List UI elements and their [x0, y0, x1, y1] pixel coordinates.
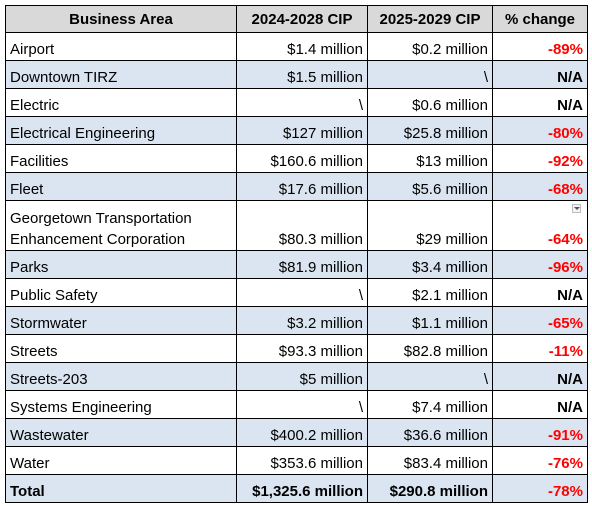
cell-pct-change: -80%	[492, 116, 588, 145]
header-cip-2025-2029: 2025-2029 CIP	[367, 5, 493, 33]
cell-business-area: Downtown TIRZ	[5, 60, 237, 89]
cell-cip-2024-2028: $5 million	[236, 362, 368, 391]
cell-cip-2025-2029: $36.6 million	[367, 418, 493, 447]
cell-cip-2025-2029: $290.8 million	[367, 474, 493, 503]
header-pct-change: % change	[492, 5, 588, 33]
cell-cip-2025-2029: \	[367, 60, 493, 89]
table-row: Stormwater $3.2 million $1.1 million -65%	[5, 306, 588, 335]
cell-cip-2024-2028: $17.6 million	[236, 172, 368, 201]
cell-cip-2024-2028: $160.6 million	[236, 144, 368, 173]
cell-pct-change: -89%	[492, 32, 588, 61]
cell-cip-2024-2028: \	[236, 390, 368, 419]
cell-cip-2025-2029: $25.8 million	[367, 116, 493, 145]
table-row: Electric \ $0.6 million N/A	[5, 88, 588, 117]
cell-cip-2024-2028: $400.2 million	[236, 418, 368, 447]
table-row: Public Safety \ $2.1 million N/A	[5, 278, 588, 307]
table-row: Streets-203 $5 million \ N/A	[5, 362, 588, 391]
cell-pct-change: -76%	[492, 446, 588, 475]
cell-business-area: Electric	[5, 88, 237, 117]
cell-business-area: Airport	[5, 32, 237, 61]
cell-cip-2025-2029: $5.6 million	[367, 172, 493, 201]
table-row: Streets $93.3 million $82.8 million -11%	[5, 334, 588, 363]
table-row: Facilities $160.6 million $13 million -92%	[5, 144, 588, 173]
cell-pct-change: -68%	[492, 172, 588, 201]
cell-cip-2024-2028: $81.9 million	[236, 250, 368, 279]
cell-pct-change: -92%	[492, 144, 588, 173]
header-business-area: Business Area	[5, 5, 237, 33]
cell-cip-2025-2029: $82.8 million	[367, 334, 493, 363]
cell-cip-2024-2028: $1,325.6 million	[236, 474, 368, 503]
cell-business-area: Fleet	[5, 172, 237, 201]
table-body: Airport $1.4 million $0.2 million -89% Downt…	[5, 32, 588, 503]
cell-cip-2025-2029: $1.1 million	[367, 306, 493, 335]
cell-business-area: Parks	[5, 250, 237, 279]
cell-business-area: Systems Engineering	[5, 390, 237, 419]
cell-business-area: Georgetown Transportation Enhancement Co…	[5, 200, 237, 251]
cell-cip-2025-2029: $0.2 million	[367, 32, 493, 61]
cell-pct-change: -64%	[492, 200, 588, 251]
cell-business-area: Total	[5, 474, 237, 503]
cell-business-area: Water	[5, 446, 237, 475]
cell-cip-2025-2029: $29 million	[367, 200, 493, 251]
table-row: Georgetown Transportation Enhancement Co…	[5, 200, 588, 251]
cell-business-area: Streets	[5, 334, 237, 363]
table-row: Wastewater $400.2 million $36.6 million -91…	[5, 418, 588, 447]
cell-cip-2024-2028: $127 million	[236, 116, 368, 145]
table-row: Water $353.6 million $83.4 million -76%	[5, 446, 588, 475]
header-cip-2024-2028: 2024-2028 CIP	[236, 5, 368, 33]
cell-pct-change: -11%	[492, 334, 588, 363]
cell-cip-2025-2029: $0.6 million	[367, 88, 493, 117]
cip-comparison-table: Business Area 2024-2028 CIP 2025-2029 CI…	[5, 5, 588, 503]
cell-cip-2024-2028: $1.4 million	[236, 32, 368, 61]
cell-cip-2024-2028: $1.5 million	[236, 60, 368, 89]
cell-cip-2025-2029: $7.4 million	[367, 390, 493, 419]
cell-pct-change: -96%	[492, 250, 588, 279]
cell-business-area: Stormwater	[5, 306, 237, 335]
cell-cip-2024-2028: $80.3 million	[236, 200, 368, 251]
cell-pct-change: -65%	[492, 306, 588, 335]
cell-pct-change: N/A	[492, 390, 588, 419]
header-row: Business Area 2024-2028 CIP 2025-2029 CI…	[5, 5, 588, 33]
cell-business-area: Public Safety	[5, 278, 237, 307]
table-row: Airport $1.4 million $0.2 million -89%	[5, 32, 588, 61]
cell-business-area: Wastewater	[5, 418, 237, 447]
cell-cip-2025-2029: \	[367, 362, 493, 391]
table-row: Parks $81.9 million $3.4 million -96%	[5, 250, 588, 279]
table-total-row: Total $1,325.6 million $290.8 million -78%	[5, 474, 588, 503]
table-row: Downtown TIRZ $1.5 million \ N/A	[5, 60, 588, 89]
cell-cip-2025-2029: $2.1 million	[367, 278, 493, 307]
table-row: Fleet $17.6 million $5.6 million -68%	[5, 172, 588, 201]
cell-pct-change: N/A	[492, 278, 588, 307]
cell-cip-2024-2028: $3.2 million	[236, 306, 368, 335]
dropdown-arrow-icon[interactable]	[572, 204, 581, 213]
cell-cip-2025-2029: $13 million	[367, 144, 493, 173]
cell-cip-2025-2029: $83.4 million	[367, 446, 493, 475]
table-row: Electrical Engineering $127 million $25.8 …	[5, 116, 588, 145]
pct-change-value: -64%	[547, 231, 583, 248]
table-row: Systems Engineering \ $7.4 million N/A	[5, 390, 588, 419]
cell-pct-change: N/A	[492, 60, 588, 89]
cell-pct-change: N/A	[492, 88, 588, 117]
cell-cip-2024-2028: $93.3 million	[236, 334, 368, 363]
cell-pct-change: -91%	[492, 418, 588, 447]
cell-business-area: Facilities	[5, 144, 237, 173]
cell-cip-2024-2028: \	[236, 88, 368, 117]
cell-pct-change: -78%	[492, 474, 588, 503]
cell-cip-2025-2029: $3.4 million	[367, 250, 493, 279]
cell-cip-2024-2028: $353.6 million	[236, 446, 368, 475]
cell-business-area: Electrical Engineering	[5, 116, 237, 145]
cell-cip-2024-2028: \	[236, 278, 368, 307]
cell-business-area: Streets-203	[5, 362, 237, 391]
cell-pct-change: N/A	[492, 362, 588, 391]
